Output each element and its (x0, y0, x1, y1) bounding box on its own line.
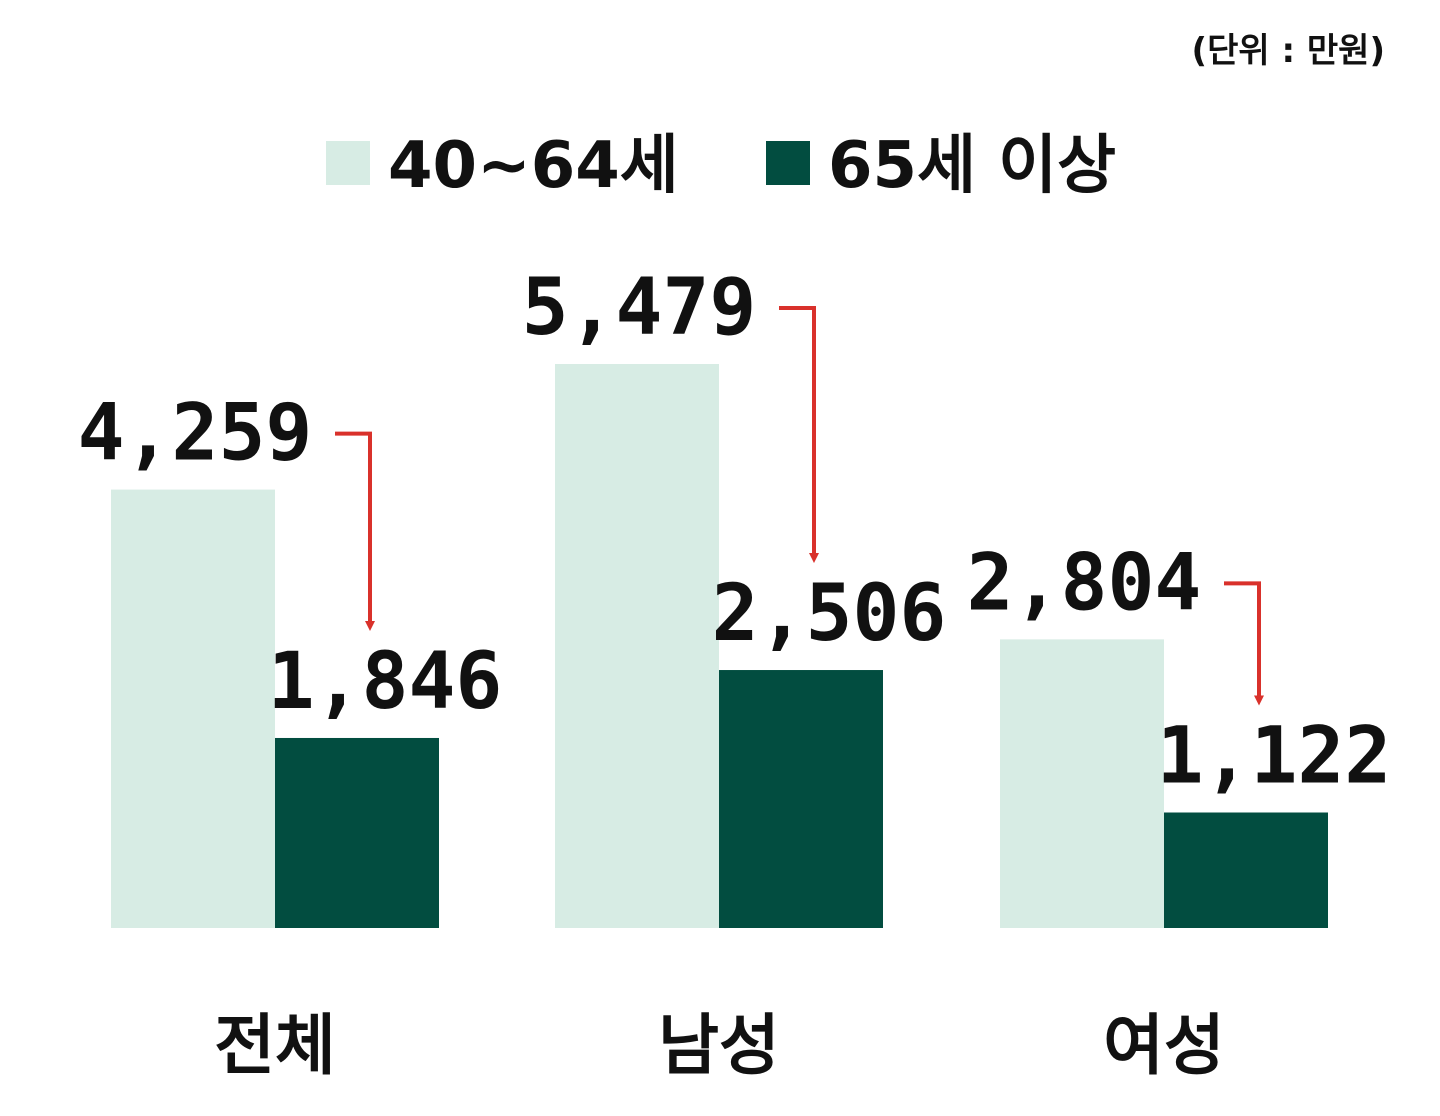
bar-1-1 (111, 489, 275, 928)
bars-group (111, 364, 1328, 928)
legend-label-series-1: 40~64세 (388, 129, 679, 203)
bar-2-1 (275, 737, 439, 928)
unit-note: (단위 : 만원) (1192, 31, 1385, 71)
decrease-arrows-group (335, 306, 1264, 706)
bar-1-3 (1000, 639, 1164, 928)
category-label-3: 여성 (1103, 1007, 1224, 1084)
decrease-arrow-3 (1224, 581, 1264, 706)
legend-swatch-series-2 (766, 141, 810, 185)
value-label-1-3: 2,804 (967, 538, 1202, 628)
category-label-2: 남성 (658, 1007, 779, 1084)
value-label-1-1: 4,259 (78, 389, 313, 479)
bar-2-3 (1164, 812, 1328, 928)
legend: 40~64세 65세 이상 (326, 129, 1116, 203)
value-label-2-3: 1,122 (1157, 712, 1392, 802)
value-label-1-2: 5,479 (522, 263, 757, 353)
legend-label-series-2: 65세 이상 (828, 129, 1116, 203)
value-label-2-2: 2,506 (712, 569, 947, 659)
bar-2-2 (719, 670, 883, 928)
bar-1-2 (555, 364, 719, 928)
value-label-2-1: 1,846 (268, 637, 503, 727)
value-labels-group: 4,259 1,846 5,479 2,506 2,804 1,122 (78, 263, 1392, 802)
category-label-1: 전체 (214, 1007, 335, 1084)
decrease-arrow-1 (335, 431, 375, 631)
legend-swatch-series-1 (326, 141, 370, 185)
category-labels-group: 전체 남성 여성 (214, 1007, 1224, 1084)
decrease-arrow-2 (779, 306, 819, 564)
